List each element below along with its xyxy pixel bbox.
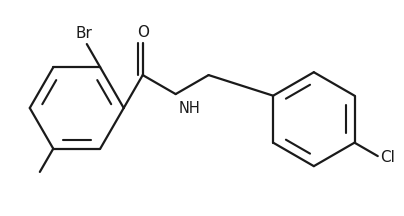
Text: Br: Br: [76, 26, 93, 41]
Text: O: O: [138, 25, 149, 40]
Text: Cl: Cl: [381, 150, 396, 165]
Text: NH: NH: [179, 101, 200, 116]
